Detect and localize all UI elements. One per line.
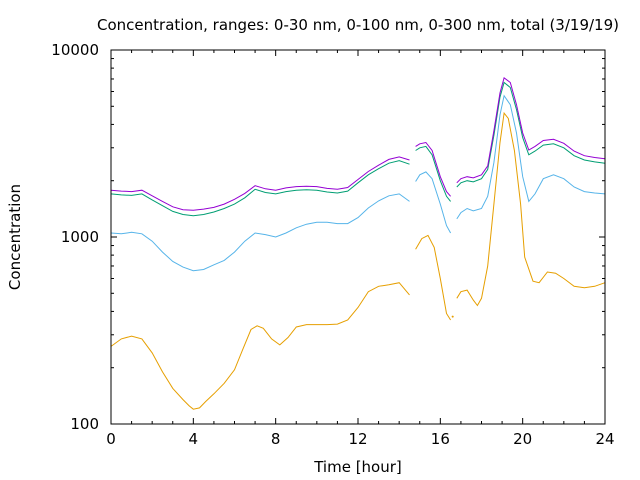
x-tick-label: 0 bbox=[106, 430, 116, 448]
y-tick-label: 10000 bbox=[51, 41, 99, 59]
series-2-line-segment-0 bbox=[110, 160, 410, 217]
y-tick-label: 1000 bbox=[61, 228, 99, 246]
series-2-line-segment-2 bbox=[456, 81, 606, 188]
series-3-line-segment-0 bbox=[110, 156, 410, 211]
series-0-line-segment-1 bbox=[415, 234, 452, 321]
series-1-line-segment-1 bbox=[415, 171, 452, 234]
x-tick-label: 12 bbox=[348, 430, 367, 448]
series-0-point bbox=[451, 315, 454, 318]
chart-title: Concentration, ranges: 0-30 nm, 0-100 nm… bbox=[97, 16, 619, 34]
x-tick-label: 24 bbox=[595, 430, 614, 448]
y-axis-ticks: 100 1000 10000 bbox=[51, 41, 605, 433]
x-tick-label: 16 bbox=[431, 430, 450, 448]
series-0-line-segment-0 bbox=[110, 282, 410, 410]
x-axis-label: Time [hour] bbox=[313, 458, 402, 476]
series-3-line-segment-2 bbox=[456, 76, 606, 184]
series-layer bbox=[110, 76, 606, 410]
x-tick-label: 8 bbox=[271, 430, 281, 448]
series-1-line-segment-2 bbox=[456, 94, 606, 220]
y-tick-label: 100 bbox=[70, 415, 99, 433]
plot-frame bbox=[110, 49, 606, 425]
x-axis-ticks: 0 4 8 12 16 20 24 bbox=[106, 50, 615, 448]
y-axis-label: Concentration bbox=[6, 184, 24, 290]
series-3-line-segment-1 bbox=[415, 141, 451, 197]
series-1-line-segment-0 bbox=[110, 193, 410, 272]
x-tick-label: 20 bbox=[513, 430, 532, 448]
x-tick-label: 4 bbox=[189, 430, 199, 448]
series-0-line-segment-3 bbox=[456, 111, 606, 307]
series-2-line-segment-1 bbox=[415, 145, 451, 202]
